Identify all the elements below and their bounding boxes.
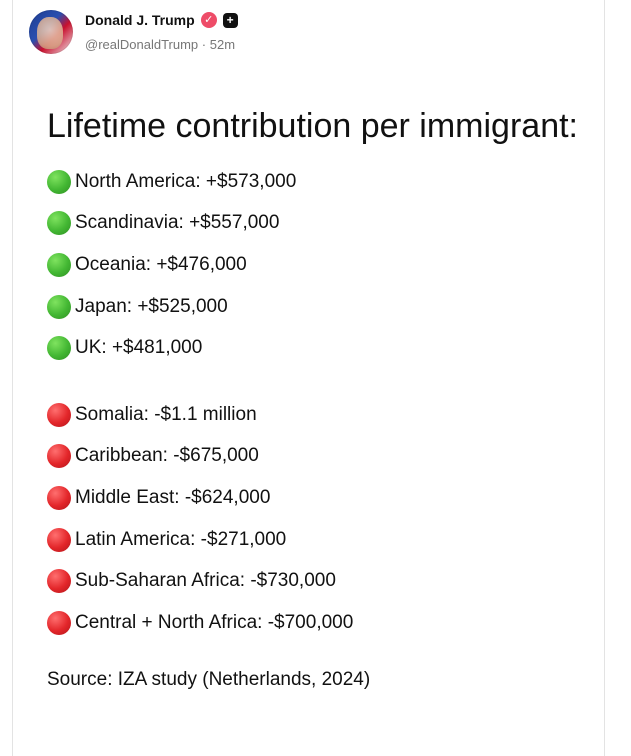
- handle-separator: ·: [201, 37, 207, 52]
- item-label: Caribbean: -$675,000: [75, 445, 259, 467]
- item-label: Sub-Saharan Africa: -$730,000: [75, 570, 336, 592]
- green-circle-icon: [47, 252, 71, 277]
- green-circle-icon: [47, 169, 71, 194]
- list-item: Somalia: -$1.1 million: [47, 394, 587, 436]
- post-headline: Lifetime contribution per immigrant:: [47, 107, 579, 145]
- positive-contribution-list: North America: +$573,000 Scandinavia: +$…: [47, 161, 587, 369]
- item-label: Middle East: -$624,000: [75, 486, 271, 508]
- green-circle-icon: [47, 294, 71, 319]
- list-item: Sub-Saharan Africa: -$730,000: [47, 560, 587, 602]
- post-card: Donald J. Trump ✓ + @realDonaldTrump · 5…: [12, 0, 605, 756]
- red-circle-icon: [47, 569, 71, 594]
- post-header: Donald J. Trump ✓ + @realDonaldTrump · 5…: [29, 10, 429, 56]
- avatar[interactable]: [29, 10, 73, 54]
- source-citation: Source: IZA study (Netherlands, 2024): [47, 668, 371, 690]
- author-handle[interactable]: @realDonaldTrump: [85, 37, 199, 52]
- red-circle-icon: [47, 402, 71, 427]
- item-label: Japan: +$525,000: [75, 295, 228, 317]
- item-label: Latin America: -$271,000: [75, 528, 287, 550]
- list-item: Japan: +$525,000: [47, 286, 587, 328]
- item-label: Oceania: +$476,000: [75, 253, 247, 275]
- list-item: Oceania: +$476,000: [47, 244, 587, 286]
- red-circle-icon: [47, 610, 71, 635]
- author-handle-row: @realDonaldTrump · 52m: [85, 37, 235, 52]
- item-label: North America: +$573,000: [75, 170, 297, 192]
- item-label: UK: +$481,000: [75, 337, 203, 359]
- red-circle-icon: [47, 485, 71, 510]
- item-label: Somalia: -$1.1 million: [75, 403, 257, 425]
- author-name-row: Donald J. Trump ✓ +: [85, 12, 238, 28]
- green-circle-icon: [47, 211, 71, 236]
- list-item: Latin America: -$271,000: [47, 519, 587, 561]
- plus-badge-icon[interactable]: +: [222, 12, 238, 28]
- item-label: Scandinavia: +$557,000: [75, 212, 280, 234]
- green-circle-icon: [47, 336, 71, 361]
- verified-checkmark-icon: ✓: [200, 12, 217, 28]
- list-item: Scandinavia: +$557,000: [47, 203, 587, 245]
- negative-contribution-list: Somalia: -$1.1 million Caribbean: -$675,…: [47, 394, 587, 644]
- list-item: UK: +$481,000: [47, 327, 587, 369]
- list-item: North America: +$573,000: [47, 161, 587, 203]
- post-content: Lifetime contribution per immigrant: Nor…: [47, 104, 587, 691]
- post-timestamp[interactable]: 52m: [209, 37, 236, 52]
- red-circle-icon: [47, 444, 71, 469]
- list-item: Middle East: -$624,000: [47, 477, 587, 519]
- red-circle-icon: [47, 527, 71, 552]
- avatar-face: [37, 17, 63, 49]
- item-label: Central + North Africa: -$700,000: [75, 611, 354, 633]
- author-display-name[interactable]: Donald J. Trump: [85, 12, 195, 28]
- list-item: Central + North Africa: -$700,000: [47, 602, 587, 644]
- list-item: Caribbean: -$675,000: [47, 436, 587, 478]
